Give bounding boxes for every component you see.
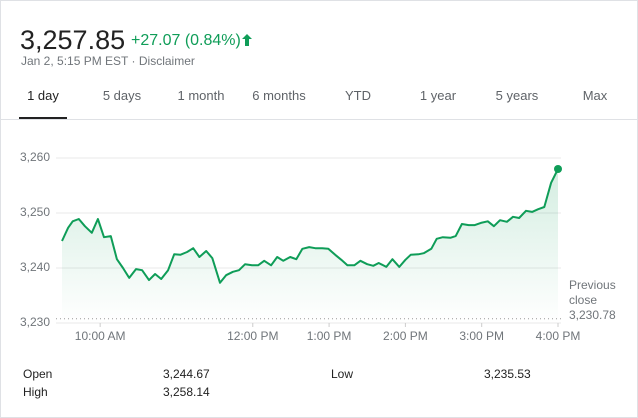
previous-close-value: 3,230.78 [569,308,616,322]
range-tab[interactable]: 6 months [252,88,306,103]
area [62,169,558,323]
x-tick-label: 10:00 AM [75,329,126,343]
disclaimer-link[interactable]: Disclaimer [138,54,195,68]
range-tab[interactable]: YTD [345,88,371,103]
stat-value: 3,235.53 [484,367,531,381]
x-tick-label: 2:00 PM [383,329,428,343]
divider [1,119,637,120]
range-tab[interactable]: 5 years [495,88,539,103]
y-tick-label: 3,250 [20,205,50,219]
separator: · [131,54,136,68]
last-point [554,165,562,173]
y-tick-label: 3,260 [20,150,50,164]
previous-close: Previous close 3,230.78 [569,278,629,323]
range-tab[interactable]: 1 month [177,88,225,103]
up-arrow [242,34,252,46]
stat-value: 3,244.67 [163,367,210,381]
stat-label: Low [331,367,354,381]
timestamp: Jan 2, 5:15 PM EST [21,54,129,68]
stat-label: High [23,385,48,399]
price-change: +27.07 (0.84%) [131,32,241,49]
y-tick-label: 3,240 [20,260,50,274]
active-tab-underline [19,117,67,120]
x-tick-label: 4:00 PM [536,329,581,343]
previous-close-label: Previous close [569,278,616,307]
x-tick-label: 12:00 PM [227,329,278,343]
y-tick-label: 3,230 [20,315,50,329]
stat-label: Open [23,367,53,381]
range-tab[interactable]: 1 day [27,88,59,103]
timestamp-row: Jan 2, 5:15 PM EST · Disclaimer [21,54,195,68]
stat-value: 3,258.14 [163,385,210,399]
x-tick-label: 3:00 PM [459,329,504,343]
price-line [61,168,559,284]
range-tab[interactable]: 1 year [419,88,457,103]
x-tick-label: 1:00 PM [307,329,352,343]
range-tab[interactable]: 5 days [102,88,142,103]
price: 3,257.85 [20,25,126,55]
range-tab[interactable]: Max [582,88,608,103]
